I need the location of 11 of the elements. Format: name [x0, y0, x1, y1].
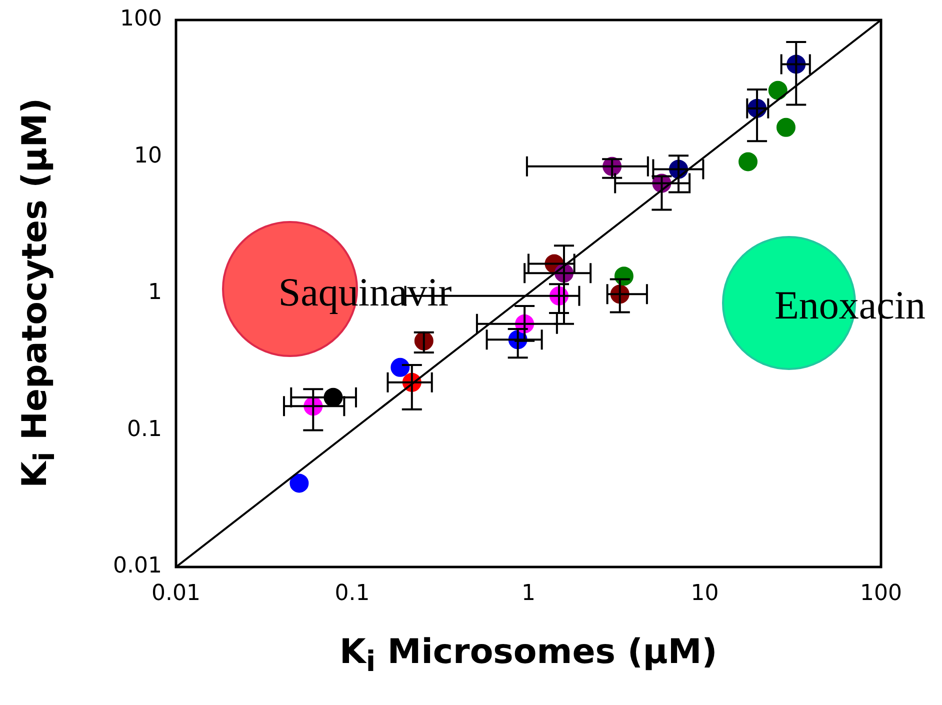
x-tick-label: 10	[690, 580, 719, 606]
y-tick-label: 0.1	[127, 416, 162, 442]
y-tick-label: 1	[148, 280, 162, 306]
y-tick-label: 0.01	[113, 554, 162, 579]
x-tick-label: 0.1	[334, 580, 370, 606]
y-tick-label: 100	[120, 6, 162, 32]
x-axis-title: K$_{i}$ Microsomes (µM)	[340, 632, 718, 678]
x-tick-label: 100	[860, 580, 902, 606]
y-tick-label: 10	[134, 143, 162, 168]
x-tick-label: 0.01	[152, 580, 200, 606]
x-tick-label: 1	[522, 580, 536, 606]
